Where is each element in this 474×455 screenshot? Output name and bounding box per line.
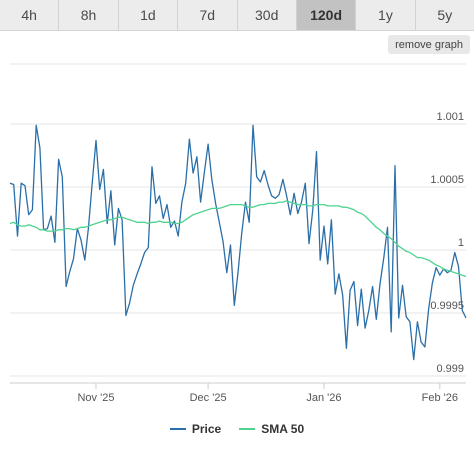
price-series-line (9, 124, 467, 361)
y-tick-label: 1.001 (436, 111, 464, 123)
y-tick-label: 0.999 (436, 363, 464, 375)
x-tick-label: Dec '25 (190, 392, 227, 404)
legend-item-sma[interactable]: SMA 50 (239, 422, 304, 436)
sma-series-line (9, 200, 467, 278)
legend-label-price: Price (191, 422, 222, 436)
y-tick-label: 0.9995 (430, 300, 464, 312)
x-tick-label: Nov '25 (77, 392, 114, 404)
price-chart: 0.999 0.9995 1 1.0005 1.001 Nov '25 Dec '25 Jan… (9, 63, 467, 404)
x-tick-label: Feb '26 (422, 392, 458, 404)
y-tick-label: 1 (458, 237, 464, 249)
tab-120d[interactable]: 120d (296, 0, 357, 30)
x-tick-label: Jan '26 (306, 392, 341, 404)
tab-1d[interactable]: 1d (119, 0, 179, 30)
tab-8h[interactable]: 8h (59, 0, 119, 30)
remove-graph-label: remove graph (395, 38, 463, 51)
legend-swatch-price (169, 428, 186, 430)
legend-swatch-sma (239, 428, 256, 430)
tab-4h[interactable]: 4h (0, 0, 60, 30)
tab-7d[interactable]: 7d (178, 0, 238, 30)
chart-legend: Price SMA 50 (0, 419, 474, 439)
timeframe-tabs: 4h 8h 1d 7d 30d 120d 1y 5y (0, 0, 474, 31)
y-tick-label: 1.0005 (430, 174, 464, 186)
legend-item-price[interactable]: Price (169, 422, 222, 436)
tab-1y[interactable]: 1y (356, 0, 416, 30)
tab-5y[interactable]: 5y (437, 7, 453, 23)
tab-30d[interactable]: 30d (238, 0, 297, 30)
remove-graph-button[interactable]: remove graph (388, 35, 470, 54)
legend-label-sma: SMA 50 (261, 422, 305, 436)
